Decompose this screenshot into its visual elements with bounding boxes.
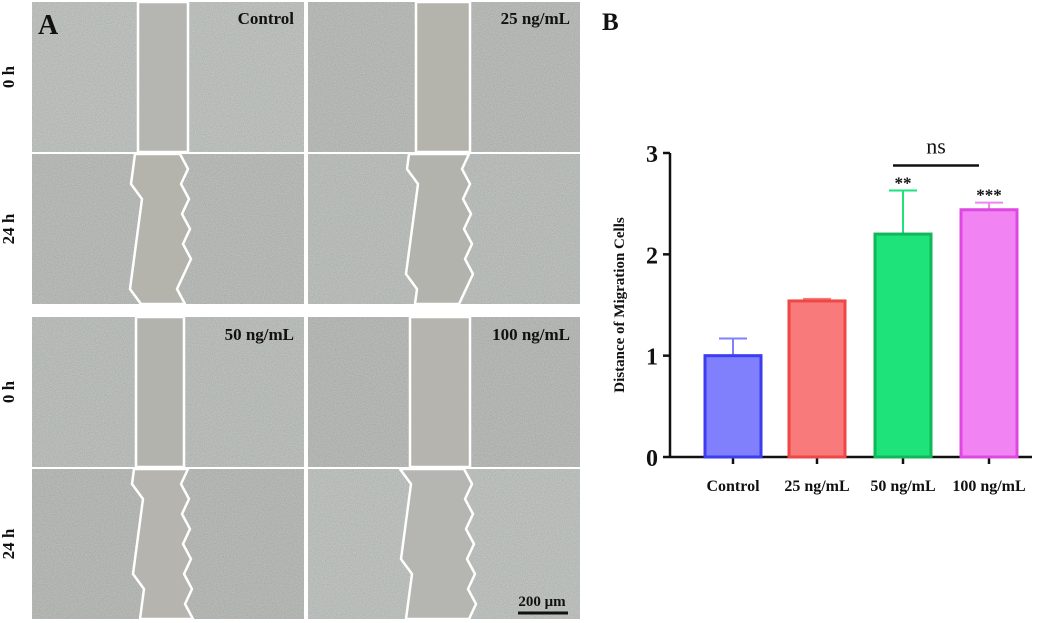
condition-label-0: Control xyxy=(238,9,295,28)
wound-gap-outline xyxy=(404,152,475,306)
significance-mark-2: ** xyxy=(895,173,912,192)
wound-gap-outline xyxy=(136,0,190,154)
micrograph-2-24h xyxy=(32,467,304,621)
y-tick-label-0: 0 xyxy=(646,446,658,472)
wound-gap-outline xyxy=(128,152,193,306)
condition-label-3: 100 ng/mL xyxy=(492,325,570,344)
x-tick-label-3: 100 ng/mL xyxy=(952,478,1025,495)
y-axis-label: Distance of Migration Cells xyxy=(612,217,628,393)
y-tick-label-2: 2 xyxy=(646,243,658,269)
wound-gap-outline xyxy=(134,315,186,469)
bar-chart-b: B 0 1 2 3 Distance of Migration Cells Control… xyxy=(602,9,1032,495)
micrograph-0-0h xyxy=(32,0,304,154)
time-label-3: 24 h xyxy=(0,528,18,559)
time-label-2: 0 h xyxy=(0,380,18,403)
micrograph-3-0h xyxy=(308,315,580,469)
scale-bar-label: 200 μm xyxy=(518,594,566,610)
time-label-1: 24 h xyxy=(0,213,18,244)
scale-bar: 200 μm xyxy=(518,594,568,615)
bar-2 xyxy=(873,232,933,459)
x-tick-label-1: 25 ng/mL xyxy=(784,478,849,495)
wound-gap-outline xyxy=(408,315,472,469)
bar-3 xyxy=(959,208,1019,459)
micrograph-1-24h xyxy=(308,152,580,306)
condition-label-1: 25 ng/mL xyxy=(501,9,570,28)
significance-mark-3: *** xyxy=(976,186,1002,205)
wound-gap-outline xyxy=(414,0,472,154)
wound-gap-outline xyxy=(398,467,478,621)
x-tick-label-0: Control xyxy=(706,478,760,495)
comparison-label: ns xyxy=(926,133,946,158)
panel-b-label: B xyxy=(602,9,619,36)
micrograph-1-0h xyxy=(308,0,580,154)
y-tick-label-3: 3 xyxy=(646,142,658,168)
wound-gap-outline xyxy=(130,467,195,621)
micrograph-0-24h xyxy=(32,152,304,306)
micrograph-3-24h xyxy=(308,467,580,621)
panel-a-label: A xyxy=(38,10,59,41)
x-tick-label-2: 50 ng/mL xyxy=(870,478,935,495)
condition-label-2: 50 ng/mL xyxy=(225,325,294,344)
y-tick-label-1: 1 xyxy=(646,345,658,371)
time-label-0: 0 h xyxy=(0,65,18,88)
micrograph-2-0h xyxy=(32,315,304,469)
micrograph-panel-a: A 0 h 24 h 0 h 24 h Control 25 ng/mL 50 ng/mL… xyxy=(0,0,580,621)
bar-0 xyxy=(703,354,763,459)
bar-1 xyxy=(787,299,847,459)
